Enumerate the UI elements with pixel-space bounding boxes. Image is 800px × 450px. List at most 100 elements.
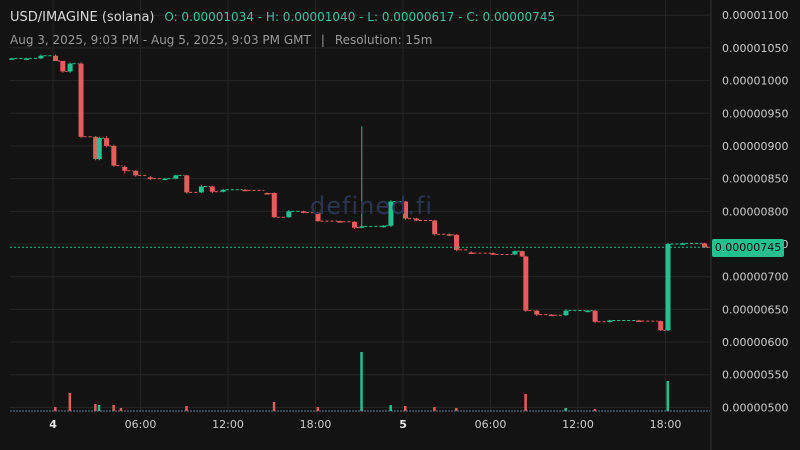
candle [184, 174, 199, 194]
candle-body [104, 138, 110, 146]
candle-body [264, 193, 270, 195]
candle [490, 252, 513, 256]
candle [548, 313, 564, 317]
y-tick-label: 0.00001000 [722, 75, 788, 88]
candle-body [220, 189, 226, 192]
candle [38, 54, 54, 60]
candle [111, 144, 123, 167]
candle-body [446, 234, 452, 236]
candle [446, 233, 455, 237]
candle [162, 177, 174, 181]
candle-body [300, 211, 306, 213]
x-tick-label: 5 [399, 418, 407, 431]
candle-body [271, 193, 277, 218]
candle [680, 242, 702, 245]
candle-body [286, 211, 292, 218]
candle-body [337, 221, 343, 223]
y-tick-label: 0.00001050 [722, 42, 788, 55]
candle-body [548, 314, 554, 317]
y-tick-label: 0.00000700 [722, 271, 788, 284]
time-axis[interactable]: 4 06:00 12:00 18:00 5 06:00 12:00 18:00 [49, 418, 681, 431]
candle-body [184, 175, 190, 193]
candle [23, 57, 39, 60]
candle [198, 185, 210, 194]
candle [432, 219, 447, 236]
y-tick-label: 0.00000600 [722, 336, 788, 349]
candle-body [403, 201, 409, 219]
candle-body [701, 243, 707, 248]
candle-body [607, 320, 613, 322]
candle [173, 174, 185, 180]
volume-bar [316, 407, 320, 411]
x-tick-label: 18:00 [650, 418, 682, 431]
candle [512, 250, 520, 256]
candle [636, 319, 659, 322]
pair-title: USD/IMAGINE (solana) [10, 10, 155, 25]
volume-bar [185, 406, 188, 411]
candle [264, 192, 272, 195]
volume-bar [272, 402, 276, 411]
volume-bar [593, 409, 597, 411]
candle [9, 57, 24, 60]
candle-body [198, 186, 204, 193]
y-tick-label: 0.00001100 [722, 9, 788, 22]
candle [592, 310, 608, 324]
ohlc-readout: O: 0.00001034 - H: 0.00001040 - L: 0.000… [164, 10, 556, 24]
candle-body [381, 225, 387, 228]
candle-body [209, 186, 215, 192]
price-axis[interactable]: 0.00001100 0.00001050 0.00001000 0.00000950… [722, 9, 788, 414]
candle-body [67, 63, 73, 72]
candle-body [585, 310, 591, 313]
y-tick-label: 0.00000850 [722, 173, 788, 186]
candle [93, 136, 99, 161]
last-price-badge: 0.00000745 [712, 239, 784, 257]
candle [351, 221, 360, 229]
candle-body [680, 243, 686, 245]
candle [523, 255, 535, 312]
x-tick-label: 12:00 [212, 418, 244, 431]
chart-header: USD/IMAGINE (solana) O: 0.00001034 - H: … [10, 10, 555, 25]
x-tick-label: 06:00 [125, 418, 157, 431]
candle-body [53, 55, 59, 61]
volume-bar [524, 394, 527, 411]
resolution-label[interactable]: Resolution: 15m [334, 33, 433, 47]
date-range: Aug 3, 2025, 9:03 PM - Aug 5, 2025, 9:03… [10, 33, 311, 47]
y-tick-label: 0.00000800 [722, 205, 788, 218]
candle [585, 310, 593, 313]
volume-bar [54, 407, 57, 411]
candle [133, 170, 148, 177]
candle-body [413, 218, 419, 221]
separator: | [320, 33, 325, 47]
candle-body [490, 253, 496, 255]
volume-bar [94, 404, 97, 411]
x-tick-label: 12:00 [562, 418, 594, 431]
y-tick-label: 0.00000550 [722, 369, 788, 382]
candle-body [23, 58, 29, 60]
candle-body [432, 220, 438, 235]
candle [468, 251, 491, 255]
candle [413, 217, 433, 222]
y-tick-label: 0.00000650 [722, 303, 788, 316]
candle-body [93, 136, 99, 160]
candle [534, 310, 549, 316]
candle-body [534, 310, 540, 315]
candle-body [60, 60, 66, 72]
candle [271, 192, 287, 218]
candle-body [122, 166, 128, 171]
candle [381, 225, 389, 228]
candle-body [162, 178, 168, 181]
candle-body [636, 320, 642, 322]
chart-grid [10, 0, 712, 450]
volume-bar [360, 352, 363, 411]
volume-bar [433, 407, 436, 411]
volume-bar [455, 408, 458, 411]
volume-bar [404, 406, 407, 411]
candle [286, 210, 301, 218]
x-tick-label: 06:00 [475, 418, 507, 431]
candle [78, 62, 94, 139]
x-tick-label: 4 [49, 418, 57, 431]
candle-body [133, 170, 139, 176]
candle [209, 185, 221, 194]
candle-body [9, 58, 15, 60]
